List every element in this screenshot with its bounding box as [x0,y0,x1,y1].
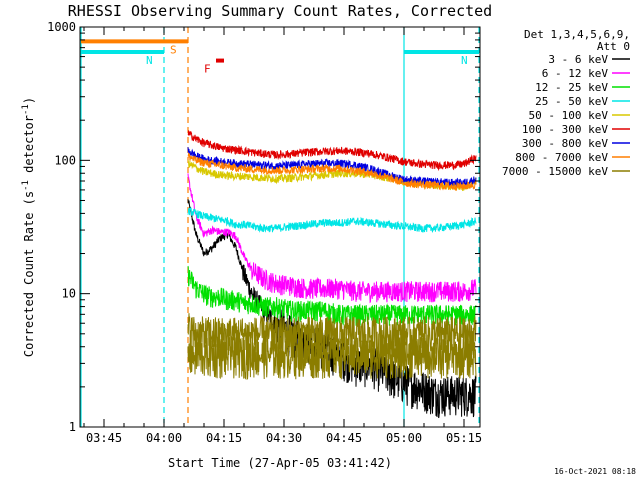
y-axis-label-end: ) [22,97,36,104]
y-tick-label: 1 [69,420,76,434]
y-axis: 1 10 100 1000 [47,20,480,434]
x-tick-label: 05:00 [386,431,422,445]
legend-header-line-2: Att 0 [597,40,630,53]
timestamp: 16-Oct-2021 08:18 [554,467,636,476]
y-axis-label-mid: detector [22,115,36,180]
flag-layer: S N N F [81,39,479,76]
series-line-7 [187,152,477,191]
legend-label-5: 100 - 300 keV [522,123,608,136]
y-axis-label-sup2: -1 [21,104,31,115]
legend-label-4: 50 - 100 keV [529,109,609,122]
series-line-1 [187,173,477,304]
flag-label-3: F [204,63,211,76]
y-axis-label-main: Corrected Count Rate (s [22,191,36,357]
series-line-9 [187,336,477,380]
y-axis-label: Corrected Count Rate (s-1 detector-1) [21,97,36,357]
legend-label-7: 800 - 7000 keV [515,151,608,164]
x-tick-label: 04:30 [266,431,302,445]
series-line-5 [187,130,477,172]
y-tick-label: 10 [62,287,76,301]
plot-frame [79,26,481,428]
x-tick-label: 05:15 [446,431,482,445]
chart-title: RHESSI Observing Summary Count Rates, Co… [68,2,492,20]
series-line-0 [187,199,477,419]
y-axis-label-sup1: -1 [21,180,31,191]
legend-header-line-1: Det 1,3,4,5,6,9, [524,28,630,41]
flag-label-1: N [146,54,153,67]
legend-label-3: 25 - 50 keV [535,95,608,108]
legend-label-6: 300 - 800 keV [522,137,608,150]
x-axis-label: Start Time (27-Apr-05 03:41:42) [168,456,392,470]
flag-label-2: N [461,54,468,67]
x-tick-label: 03:45 [86,431,122,445]
x-tick-label: 04:15 [206,431,242,445]
legend-label-8: 7000 - 15000 keV [502,165,608,178]
series-line-3 [187,206,477,233]
legend-label-0: 3 - 6 keV [548,53,608,66]
data-layer [80,27,480,427]
legend-label-2: 12 - 25 keV [535,81,608,94]
x-axis: 03:45 04:00 04:15 04:30 04:45 05:00 05:15 [83,27,482,445]
y-tick-label: 1000 [47,20,76,34]
flag-label-0: S [170,43,177,56]
series-line-2 [187,265,477,326]
x-tick-label: 04:45 [326,431,362,445]
x-tick-label: 04:00 [146,431,182,445]
y-tick-label: 100 [54,153,76,167]
legend-label-1: 6 - 12 keV [542,67,609,80]
